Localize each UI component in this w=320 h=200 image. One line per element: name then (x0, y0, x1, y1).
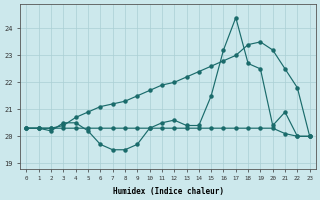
X-axis label: Humidex (Indice chaleur): Humidex (Indice chaleur) (113, 187, 224, 196)
